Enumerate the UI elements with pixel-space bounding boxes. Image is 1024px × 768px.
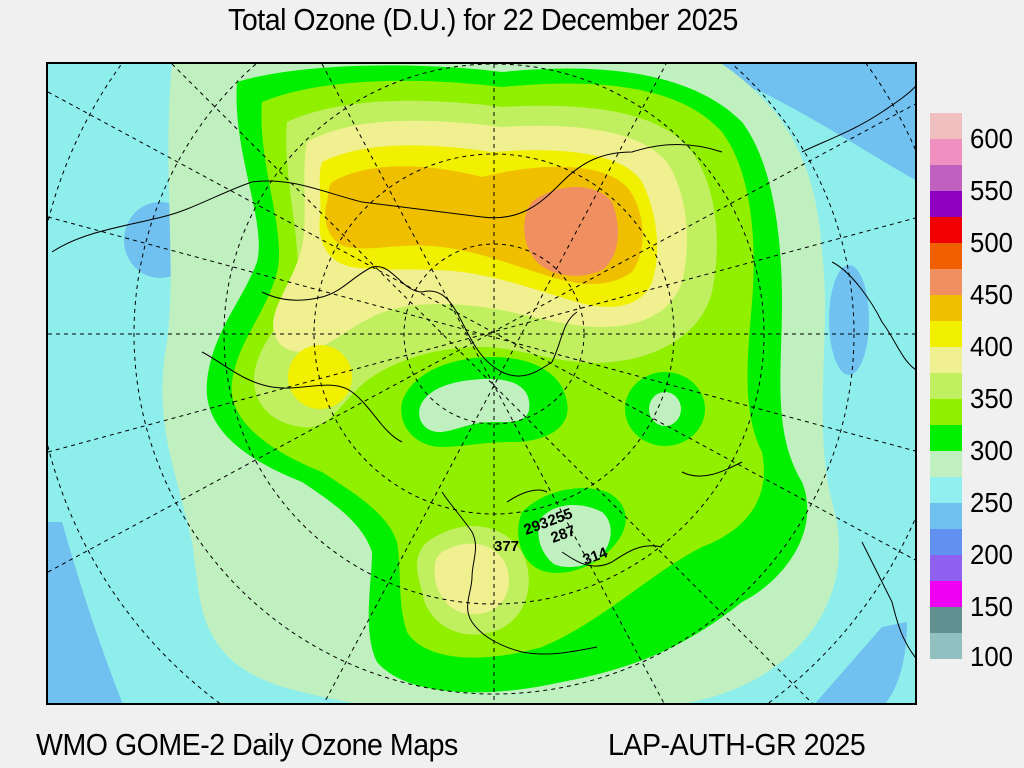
legend-band-225 [930,503,962,529]
legend-label-500: 500 [970,227,1013,258]
legend-label-200: 200 [970,539,1013,570]
legend-band-550 [930,165,962,191]
legend-label-600: 600 [970,123,1013,154]
legend-band-350 [930,373,962,399]
legend-label-150: 150 [970,591,1013,622]
legend-band-375 [930,347,962,373]
legend-band-425 [930,295,962,321]
legend-band-275 [930,451,962,477]
legend-band-200 [930,529,962,555]
footer-credit: LAP-AUTH-GR 2025 [608,727,866,762]
legend-band-575 [930,139,962,165]
legend-band-500 [930,217,962,243]
ozone-map: 377 293 255 287 314 [46,62,917,705]
legend-band-125 [930,607,962,633]
legend-band-475 [930,243,962,269]
legend-band-400 [930,321,962,347]
legend-label-400: 400 [970,331,1013,362]
legend-band-100 [930,633,962,659]
map-title: Total Ozone (D.U.) for 22 December 2025 [228,2,738,37]
ozone-contour-map: 377 293 255 287 314 [48,64,915,703]
station-value-377: 377 [494,538,519,555]
legend-band-600 [930,113,962,139]
legend-band-300 [930,425,962,451]
footer-source: WMO GOME-2 Daily Ozone Maps [36,727,458,762]
legend-band-250 [930,477,962,503]
legend-label-550: 550 [970,175,1013,206]
legend-band-325 [930,399,962,425]
legend-band-150 [930,581,962,607]
legend-label-300: 300 [970,435,1013,466]
legend-label-250: 250 [970,487,1013,518]
legend-band-525 [930,191,962,217]
legend-label-350: 350 [970,383,1013,414]
legend-band-175 [930,555,962,581]
legend-label-450: 450 [970,279,1013,310]
legend-band-450 [930,269,962,295]
legend-label-100: 100 [970,641,1013,672]
